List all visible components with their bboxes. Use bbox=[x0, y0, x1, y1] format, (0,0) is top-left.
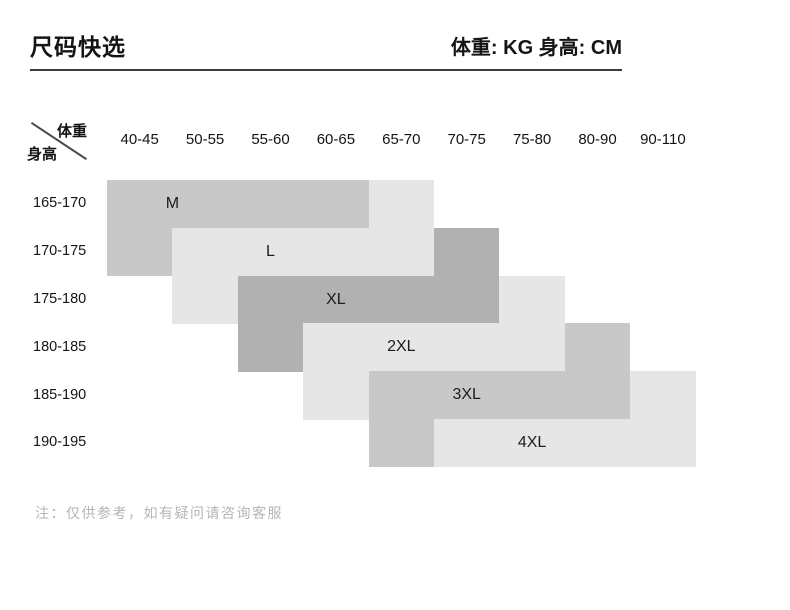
weight-header-50-55: 50-55 bbox=[185, 131, 225, 148]
weight-header-80-90: 80-90 bbox=[578, 131, 617, 148]
size-label-m: M bbox=[165, 194, 180, 212]
size-band-4xl bbox=[630, 371, 696, 420]
size-band-2xl bbox=[303, 371, 369, 420]
size-label-l: L bbox=[266, 242, 275, 260]
size-label-xl: XL bbox=[326, 290, 346, 308]
size-band-xl bbox=[237, 323, 304, 372]
weight-header-90-110: 90-110 bbox=[640, 131, 686, 148]
height-header-170-175: 170-175 bbox=[33, 243, 87, 260]
height-header-175-180: 175-180 bbox=[33, 291, 87, 307]
height-header-180-185: 180-185 bbox=[33, 338, 87, 355]
size-band-3xl bbox=[564, 323, 631, 372]
weight-header-65-70: 65-70 bbox=[382, 131, 421, 148]
size-band-2xl bbox=[499, 275, 565, 324]
weight-header-40-45: 40-45 bbox=[120, 131, 159, 148]
height-header-165-170: 165-170 bbox=[33, 195, 87, 212]
footnote: 注：仅供参考，如有疑问请咨询客服 bbox=[35, 505, 283, 521]
size-band-3xl bbox=[368, 371, 631, 420]
height-axis-label: 身高 bbox=[27, 146, 58, 163]
size-band-xl bbox=[434, 227, 500, 277]
size-band-l bbox=[172, 275, 238, 324]
units-label: 体重: KG 身高: CM bbox=[450, 37, 622, 59]
weight-axis-label: 体重 bbox=[57, 123, 88, 140]
size-band-m bbox=[107, 227, 173, 277]
size-band-m bbox=[107, 180, 369, 229]
weight-header-60-65: 60-65 bbox=[316, 131, 356, 148]
size-band-l bbox=[172, 227, 434, 277]
page-title: 尺码快选 bbox=[30, 34, 126, 60]
size-label-4xl: 4XL bbox=[517, 433, 547, 451]
size-band-l bbox=[368, 180, 434, 229]
size-band-xl bbox=[237, 275, 500, 324]
size-label-2xl: 2XL bbox=[387, 338, 416, 356]
height-header-185-190: 185-190 bbox=[33, 386, 87, 403]
height-header-190-195: 190-195 bbox=[33, 434, 87, 451]
size-band-2xl bbox=[303, 323, 565, 372]
size-band-3xl bbox=[368, 419, 434, 468]
weight-header-55-60: 55-60 bbox=[251, 131, 290, 148]
weight-header-70-75: 70-75 bbox=[447, 131, 486, 148]
size-band-4xl bbox=[434, 419, 696, 468]
weight-header-75-80: 75-80 bbox=[512, 131, 552, 148]
size-label-3xl: 3XL bbox=[452, 386, 481, 404]
header-divider bbox=[30, 69, 622, 71]
